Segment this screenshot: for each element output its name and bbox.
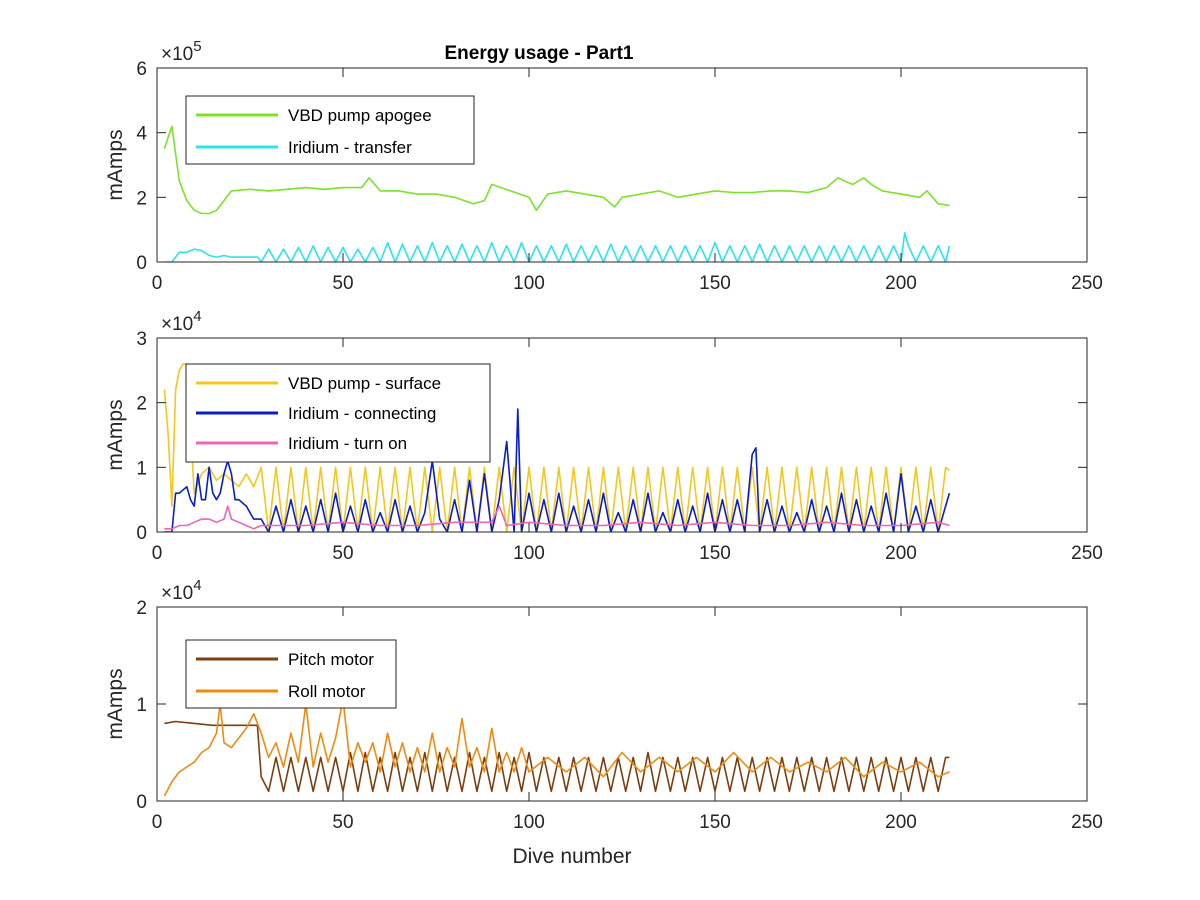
x-tick-label: 0 (152, 543, 163, 564)
axes-box (156, 337, 1088, 533)
series-line-2 (164, 232, 951, 262)
x-tick-label: 100 (513, 543, 545, 564)
x-tick-label: 150 (699, 812, 731, 833)
legend: VBD pump - surface Iridium - connecting Ir… (185, 363, 491, 463)
legend-box (185, 639, 397, 709)
y-exponent-label: ×105 (161, 38, 202, 65)
y-tick-label: 0 (136, 792, 147, 813)
axes-box (156, 67, 1088, 263)
subplot-3: 0 50 100 150 200 250 0 1 2 ×104 mAmps Dive number Pi… (104, 577, 1103, 868)
series-line-2 (163, 698, 950, 797)
legend-entry-1: Pitch motor (288, 650, 374, 669)
series-line-1 (163, 125, 950, 215)
y-tick-label: 1 (136, 695, 147, 716)
x-tick-label: 50 (332, 812, 353, 833)
y-axis-label: mAmps (104, 129, 127, 200)
x-tick-label: 250 (1071, 273, 1103, 294)
y-axis-label: mAmps (104, 668, 127, 739)
series-group (163, 363, 951, 532)
x-axis-label: Dive number (512, 845, 631, 868)
legend: Pitch motor Roll motor (185, 639, 397, 709)
y-tick-label: 0 (136, 253, 147, 274)
x-tick-label: 200 (885, 543, 917, 564)
y-tick-label: 4 (136, 124, 147, 145)
subplot-2: 0 50 100 150 200 250 0 1 2 3 ×104 mAmps VBD pump - s… (104, 308, 1103, 564)
series-group (163, 125, 951, 262)
y-tick-label: 2 (136, 394, 147, 415)
y-axis-label: mAmps (104, 399, 127, 470)
x-tick-label: 200 (885, 812, 917, 833)
x-tick-label: 50 (332, 273, 353, 294)
y-tick-label: 3 (136, 329, 147, 350)
series-group (163, 698, 950, 797)
x-tick-label: 0 (152, 812, 163, 833)
y-tick-label: 0 (136, 523, 147, 544)
x-tick-label: 150 (699, 543, 731, 564)
y-exponent-label: ×104 (161, 577, 202, 604)
legend-entry-3: Iridium - turn on (288, 434, 407, 453)
x-tick-label: 100 (513, 812, 545, 833)
chart-title: Energy usage - Part1 (444, 43, 633, 64)
y-exponent-label: ×104 (161, 308, 202, 335)
subplot-1: 0 50 100 150 200 250 0 2 4 6 ×105 mAmps Energy usage… (104, 38, 1103, 294)
legend-box (185, 95, 475, 165)
legend-entry-1: VBD pump - surface (288, 374, 441, 393)
x-tick-label: 250 (1071, 812, 1103, 833)
x-tick-label: 250 (1071, 543, 1103, 564)
legend: VBD pump apogee Iridium - transfer (185, 95, 475, 165)
y-tick-label: 2 (136, 188, 147, 209)
x-tick-label: 100 (513, 273, 545, 294)
legend-entry-2: Roll motor (288, 682, 366, 701)
series-line-2 (164, 408, 951, 532)
y-tick-label: 2 (136, 598, 147, 619)
x-tick-label: 0 (152, 273, 163, 294)
x-tick-label: 200 (885, 273, 917, 294)
x-tick-label: 150 (699, 273, 731, 294)
series-line-1 (164, 720, 950, 793)
x-tick-label: 50 (332, 543, 353, 564)
legend-entry-2: Iridium - transfer (288, 138, 412, 157)
legend-entry-1: VBD pump apogee (288, 106, 432, 125)
y-tick-label: 6 (136, 59, 147, 80)
y-tick-label: 1 (136, 458, 147, 479)
legend-entry-2: Iridium - connecting (288, 404, 436, 423)
series-line-1 (163, 363, 950, 532)
series-line-3 (164, 505, 950, 530)
